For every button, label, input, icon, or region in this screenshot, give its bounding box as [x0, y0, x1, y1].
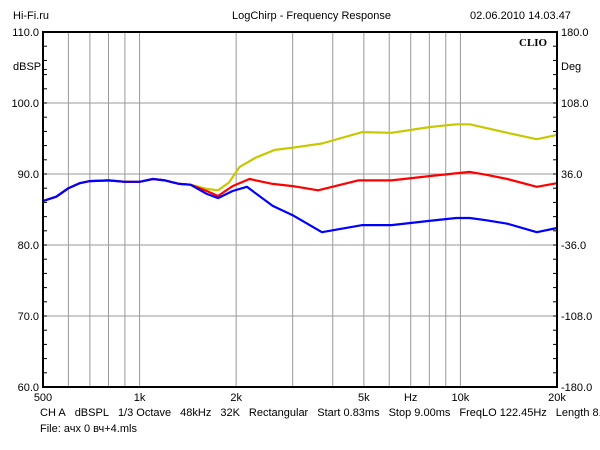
x-tick-label: 500 [34, 392, 52, 404]
param: Rectangular [248, 407, 309, 419]
series-line-red [42, 170, 558, 203]
y-tick-label: 80.0 [18, 240, 39, 252]
y2-tick-label: 180.0 [561, 27, 589, 39]
y-tick-label: 100.0 [11, 98, 39, 110]
param: Stop 9.00ms [388, 407, 451, 419]
param: 32K [220, 407, 240, 419]
y-axis-label: dBSPL [13, 61, 48, 73]
series-line-blue [42, 177, 558, 234]
param: Length 8.17ms [555, 407, 600, 419]
series-line-yellow [42, 123, 558, 203]
y2-tick-label: -108.0 [561, 311, 592, 323]
y-tick-label: 90.0 [18, 169, 39, 181]
file-name: File: ачх 0 вч+4.mls [40, 423, 137, 435]
plot-frame [42, 31, 558, 388]
y2-tick-label: -180.0 [561, 382, 592, 394]
param: 1/3 Octave [117, 407, 172, 419]
y-tick-label: 70.0 [18, 311, 39, 323]
x-tick-label: 2k [230, 392, 242, 404]
param: CH A [40, 407, 66, 419]
clio-brand: CLIO [519, 37, 548, 49]
datetime: 02.06.2010 14.03.47 [470, 10, 571, 22]
site-label: Hi-Fi.ru [13, 10, 50, 22]
x-tick-label: 5k [358, 392, 370, 404]
param: 48kHz [180, 407, 212, 419]
param: FreqLO 122.45Hz [459, 407, 547, 419]
y2-tick-label: 108.0 [561, 98, 589, 110]
x-tick-label: 20k [548, 392, 566, 404]
param: dBSPL [74, 407, 109, 419]
y2-tick-label: 36.0 [561, 169, 582, 181]
chart-title: LogChirp - Frequency Response [232, 10, 391, 22]
y-tick-label: 110.0 [12, 27, 39, 39]
y2-tick-label: -36.0 [561, 240, 586, 252]
x-tick-label: 1k [134, 392, 146, 404]
param: Start 0.83ms [317, 407, 380, 419]
measurement-params: CH A dBSPL 1/3 Octave 48kHz 32K Rectangular St… [40, 407, 600, 419]
x-axis-label: Hz [404, 392, 417, 404]
x-tick-label: 10k [452, 392, 470, 404]
y-tick-label: 60.0 [18, 382, 39, 394]
y2-axis-label: Deg [561, 61, 582, 73]
